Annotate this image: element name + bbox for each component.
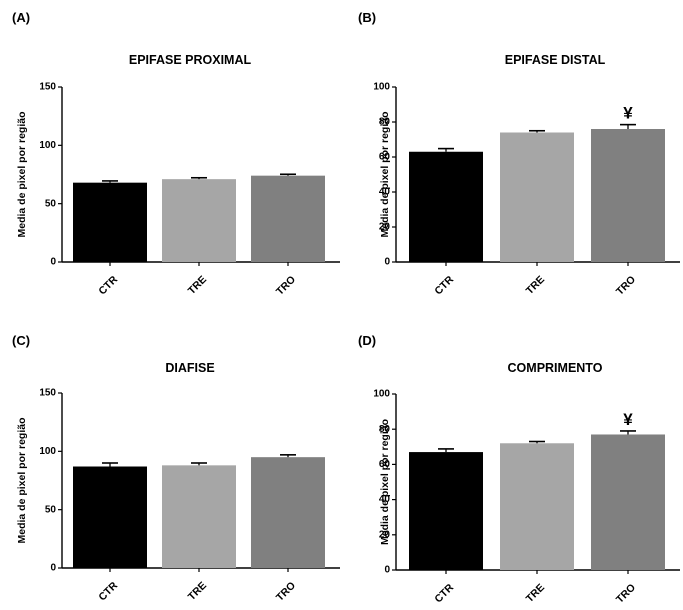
chart-4-ytick-label-0: 0 — [384, 565, 390, 576]
chart-4-ytick-label-5: 100 — [373, 389, 390, 400]
chart-1-xtick-label-ctr: CTR — [96, 273, 120, 297]
chart-3-ytick-label-0: 0 — [50, 563, 56, 574]
chart-3-bar-tre — [162, 465, 236, 568]
chart-3-ytick-label-3: 150 — [39, 388, 56, 399]
chart-3-xtick-label-ctr: CTR — [96, 579, 120, 603]
chart-2-xtick-label-tre: TRE — [524, 274, 547, 297]
chart-1-ytick-label-2: 100 — [39, 140, 56, 151]
chart-1-bar-tro — [251, 175, 325, 262]
chart-4-bar-tro — [591, 434, 665, 570]
chart-2-ylabel: Media de pixel por região — [379, 111, 391, 237]
chart-1-ytick-label-0: 0 — [50, 257, 56, 268]
chart-1-ytick-label-1: 50 — [45, 198, 57, 209]
chart-1-ylabel: Media de pixel por região — [16, 111, 28, 237]
chart-4-xtick-label-tre: TRE — [524, 582, 547, 605]
chart-2-ytick-label-2: 40 — [379, 187, 391, 198]
chart-4-ytick-label-3: 60 — [379, 459, 391, 470]
chart-3-bar-ctr — [73, 466, 147, 568]
chart-2-bar-ctr — [409, 151, 483, 262]
chart-2-panel-letter: (B) — [358, 10, 376, 25]
chart-3-ylabel: Media de pixel por região — [16, 417, 28, 543]
chart-3-xtick-label-tre: TRE — [186, 580, 209, 603]
chart-2-ytick-label-0: 0 — [384, 257, 390, 268]
chart-2-ytick-label-5: 100 — [373, 82, 390, 93]
chart-1-ytick-label-3: 150 — [39, 82, 56, 93]
chart-2-ytick-label-3: 60 — [379, 152, 391, 163]
chart-4-ytick-label-4: 80 — [379, 424, 391, 435]
chart-3-panel-letter: (C) — [12, 333, 30, 348]
chart-3-title: DIAFISE — [165, 361, 214, 375]
chart-4-annotation-0: ¥ — [623, 410, 633, 429]
chart-2-xtick-label-tro: TRO — [614, 274, 638, 298]
chart-3-ytick-label-2: 100 — [39, 446, 56, 457]
chart-4-xtick-label-tro: TRO — [614, 582, 638, 605]
chart-2-xtick-label-ctr: CTR — [432, 273, 456, 297]
chart-4-bar-tre — [500, 443, 574, 570]
chart-3-xtick-label-tro: TRO — [274, 580, 298, 604]
chart-4-ytick-label-2: 40 — [379, 494, 391, 505]
chart-1-panel-letter: (A) — [12, 10, 30, 25]
chart-4-panel-letter: (D) — [358, 333, 376, 348]
chart-4-title: COMPRIMENTO — [508, 361, 603, 375]
chart-1-xtick-label-tro: TRO — [274, 274, 298, 298]
chart-4-ytick-label-1: 20 — [379, 529, 391, 540]
chart-3-ytick-label-1: 50 — [45, 504, 57, 515]
chart-3-bar-tro — [251, 457, 325, 568]
chart-4-xtick-label-ctr: CTR — [432, 581, 456, 605]
chart-4-bar-ctr — [409, 452, 483, 570]
chart-2-title: EPIFASE DISTAL — [505, 53, 606, 67]
chart-2-annotation-0: ¥ — [623, 104, 633, 123]
chart-2-ytick-label-4: 80 — [379, 117, 391, 128]
chart-1-xtick-label-tre: TRE — [186, 274, 209, 297]
chart-2-bar-tro — [591, 129, 665, 262]
chart-4-ylabel: Media de pixel por região — [379, 419, 391, 545]
chart-1-title: EPIFASE PROXIMAL — [129, 53, 252, 67]
chart-2-bar-tre — [500, 132, 574, 262]
chart-1-bar-tre — [162, 179, 236, 262]
chart-1-bar-ctr — [73, 182, 147, 262]
chart-2-ytick-label-1: 20 — [379, 222, 391, 233]
